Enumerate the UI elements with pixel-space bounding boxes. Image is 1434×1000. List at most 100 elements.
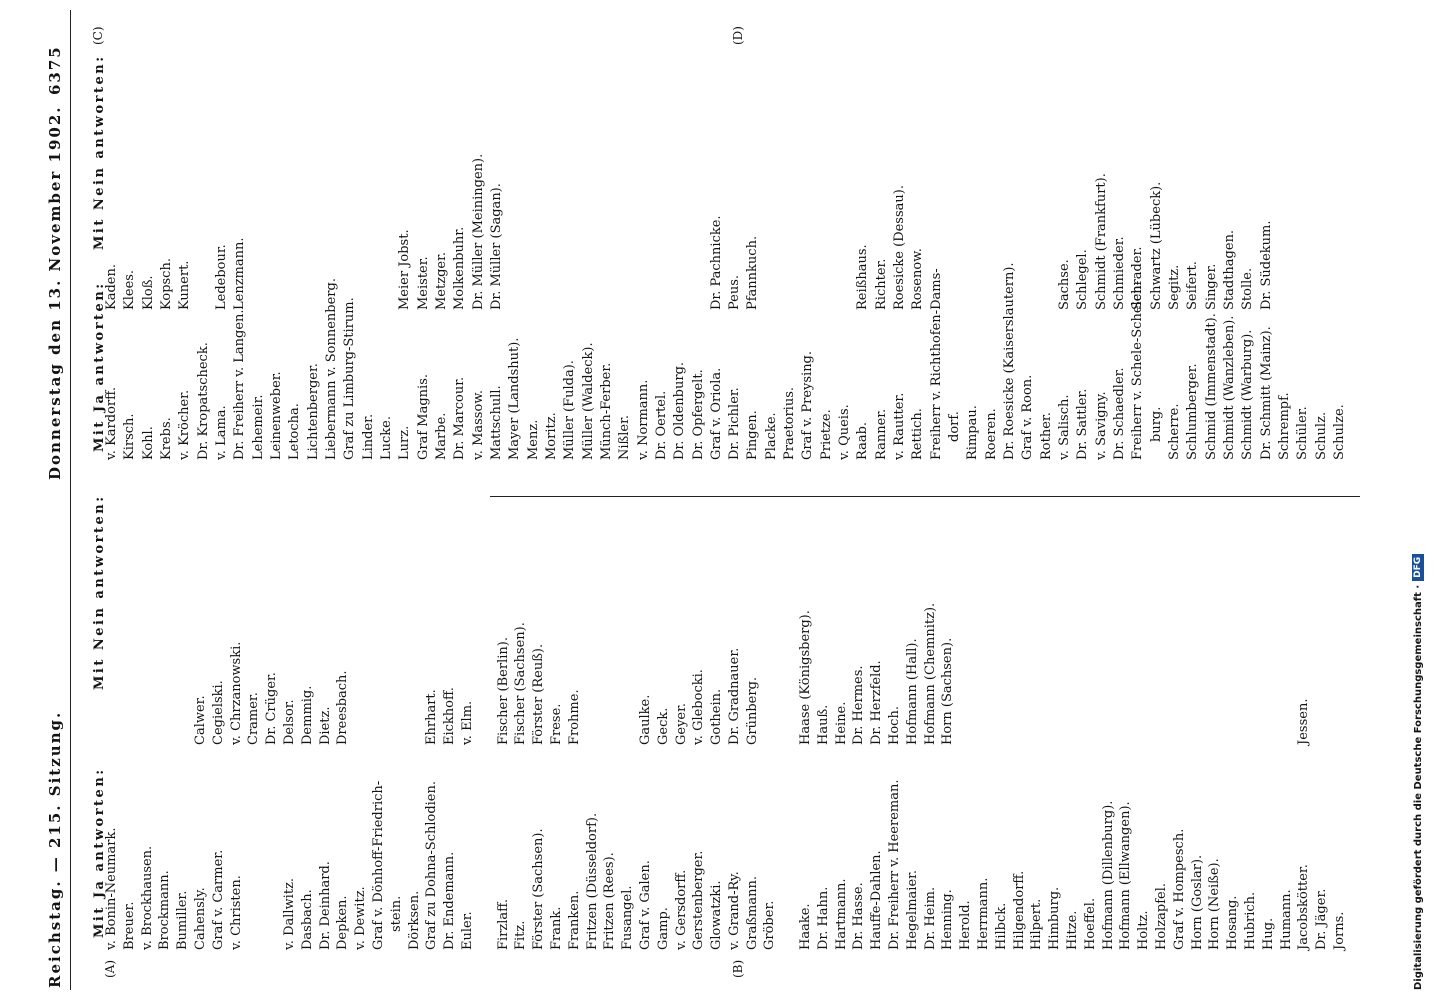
yes-name: v. Lama. xyxy=(213,405,229,460)
yes-name: Ranner. xyxy=(873,408,889,460)
margin-mark: (D) xyxy=(731,26,745,45)
yes-name: v. Dallwitz. xyxy=(281,877,297,950)
yes-name: v. Massow. xyxy=(470,389,486,460)
no-name: Ehrhart. xyxy=(424,689,440,745)
no-name: Heine. xyxy=(833,701,849,745)
no-name: Gothein. xyxy=(709,688,725,745)
yes-name: Bumiller. xyxy=(175,890,191,950)
yes-name: Hilgendorff. xyxy=(1011,870,1027,950)
yes-name: Hartmann. xyxy=(833,878,849,950)
no-name: Jessen. xyxy=(1296,698,1312,745)
no-name: Geyer. xyxy=(673,702,689,745)
no-name: Stolle. xyxy=(1240,267,1256,310)
yes-name: Haake. xyxy=(798,903,814,950)
no-name: Richter. xyxy=(873,258,889,310)
no-name: Frese. xyxy=(548,703,564,745)
yes-name: Dr. Oertel. xyxy=(653,390,669,460)
no-name: Schrader. xyxy=(1130,246,1146,310)
yes-name: Hubrich. xyxy=(1243,891,1258,950)
yes-name: Dr. Roesicke (Kaiserslautern). xyxy=(1002,262,1018,460)
yes-name: Hofmann (Ellwangen). xyxy=(1118,801,1134,950)
yes-name: Dr. Marcour. xyxy=(452,376,468,460)
yes-name: Roeren. xyxy=(983,408,999,460)
yes-name: Leinenweber. xyxy=(268,371,284,460)
yes-name: Hegelmaier. xyxy=(904,869,920,950)
no-name: Haase (Königsberg). xyxy=(798,610,814,745)
yes-name: Dr. Schmitt (Mainz). xyxy=(1258,326,1274,460)
yes-name: v. Christen. xyxy=(228,875,244,950)
no-name: Hoch. xyxy=(887,706,903,745)
yes-name: Lehemeir. xyxy=(250,394,266,461)
no-name: Pfannkuch. xyxy=(745,235,761,310)
no-name: Schmieder. xyxy=(1112,236,1128,310)
no-name: Horn (Sachsen). xyxy=(940,637,956,745)
yes-name: Dr. Hahn. xyxy=(815,886,831,950)
yes-name: dorf. xyxy=(947,411,963,442)
no-name: Cegielski. xyxy=(210,680,226,745)
no-name: Seifert. xyxy=(1185,261,1201,310)
yes-name: Hauffe-Dahlen. xyxy=(869,850,885,950)
yes-name: Menz. xyxy=(525,419,541,460)
yes-name: Dr. Freiherr v. Langen. xyxy=(232,309,248,460)
yes-name: Dr. Jäger. xyxy=(1314,888,1330,950)
no-name: Hauß. xyxy=(815,704,831,745)
yes-name: Cahensly. xyxy=(192,887,208,950)
yes-name: Hofmann (Dillenburg). xyxy=(1100,800,1116,950)
yes-name: Lurz. xyxy=(397,425,413,460)
no-name: Meister. xyxy=(415,256,431,310)
no-name: Schmidt (Frankfurt). xyxy=(1093,173,1109,310)
yes-name: Hilbck. xyxy=(993,902,1009,950)
yes-name: Hug. xyxy=(1260,917,1276,950)
yes-name: v. Kardorff. xyxy=(104,386,119,460)
yes-name: Dr. Freiherr v. Heereman. xyxy=(887,779,903,950)
yes-name: Graf v. Hompesch. xyxy=(1171,828,1187,950)
yes-name: Graf v. Preysing. xyxy=(800,350,816,460)
yes-name: Gröber. xyxy=(762,900,778,950)
no-name: Dietz. xyxy=(317,706,333,745)
yes-name: v. Savigny. xyxy=(1093,391,1109,460)
no-name: v. Glebocki. xyxy=(691,669,707,745)
header-left: Reichstag. — 215. Sitzung. xyxy=(46,710,64,988)
no-name: Calwer. xyxy=(192,695,208,745)
no-name: Meier Jobst. xyxy=(397,229,413,310)
yes-name: Horn (Neiße). xyxy=(1207,858,1223,950)
yes-name: Müller (Fulda). xyxy=(562,360,578,460)
yes-name: Nißler. xyxy=(617,415,633,460)
no-name: Dr. Hermes. xyxy=(851,665,867,745)
yes-name: Jacobskötter. xyxy=(1296,864,1312,950)
yes-name: Gamp. xyxy=(655,907,671,950)
yes-name: Dr. Opfergelt. xyxy=(690,369,706,460)
no-name: Dr. Herzfeld. xyxy=(869,660,885,745)
yes-name: Raab. xyxy=(855,421,871,460)
yes-name: Euler. xyxy=(459,911,475,950)
no-name: Singer. xyxy=(1203,263,1219,310)
no-name: Sachse. xyxy=(1057,259,1073,310)
no-name: Roesicke (Dessau). xyxy=(892,185,908,310)
yes-name: Schmid (Immenstadt). xyxy=(1203,313,1219,460)
yes-name: Fritzen (Rees). xyxy=(602,852,618,950)
yes-name: Frank. xyxy=(548,906,564,950)
yes-name: Firzlaff. xyxy=(495,898,511,950)
yes-name: Gerstenberger. xyxy=(691,850,707,950)
no-name: Kopsch. xyxy=(158,258,174,310)
no-name: v. Chrzanowski. xyxy=(228,641,244,745)
no-name: Schlegel. xyxy=(1075,249,1091,310)
yes-name: Graf v. Galen. xyxy=(637,860,653,950)
yes-name: Dasbach. xyxy=(299,889,315,950)
no-name: Klees. xyxy=(122,269,138,310)
yes-name: Hoeffel. xyxy=(1082,897,1098,950)
no-name: Dreesbach. xyxy=(335,670,351,745)
no-name: Delsor. xyxy=(281,699,297,745)
yes-name: Fitz. xyxy=(513,920,529,950)
yes-name: Schulze. xyxy=(1332,404,1347,460)
yes-name: Moritz. xyxy=(543,412,559,460)
no-name: Dr. Gradnauer. xyxy=(726,647,742,745)
yes-name: v. Salisch. xyxy=(1057,394,1073,461)
margin-mark: (C) xyxy=(91,26,105,45)
no-name: Reißhaus. xyxy=(855,244,871,310)
yes-name: Freiherr v. Richthofen-Dams- xyxy=(928,268,944,460)
page-number: 6375 xyxy=(46,45,64,95)
yes-name: Müller (Waldeck). xyxy=(580,342,596,460)
yes-name: Himburg. xyxy=(1047,886,1063,950)
